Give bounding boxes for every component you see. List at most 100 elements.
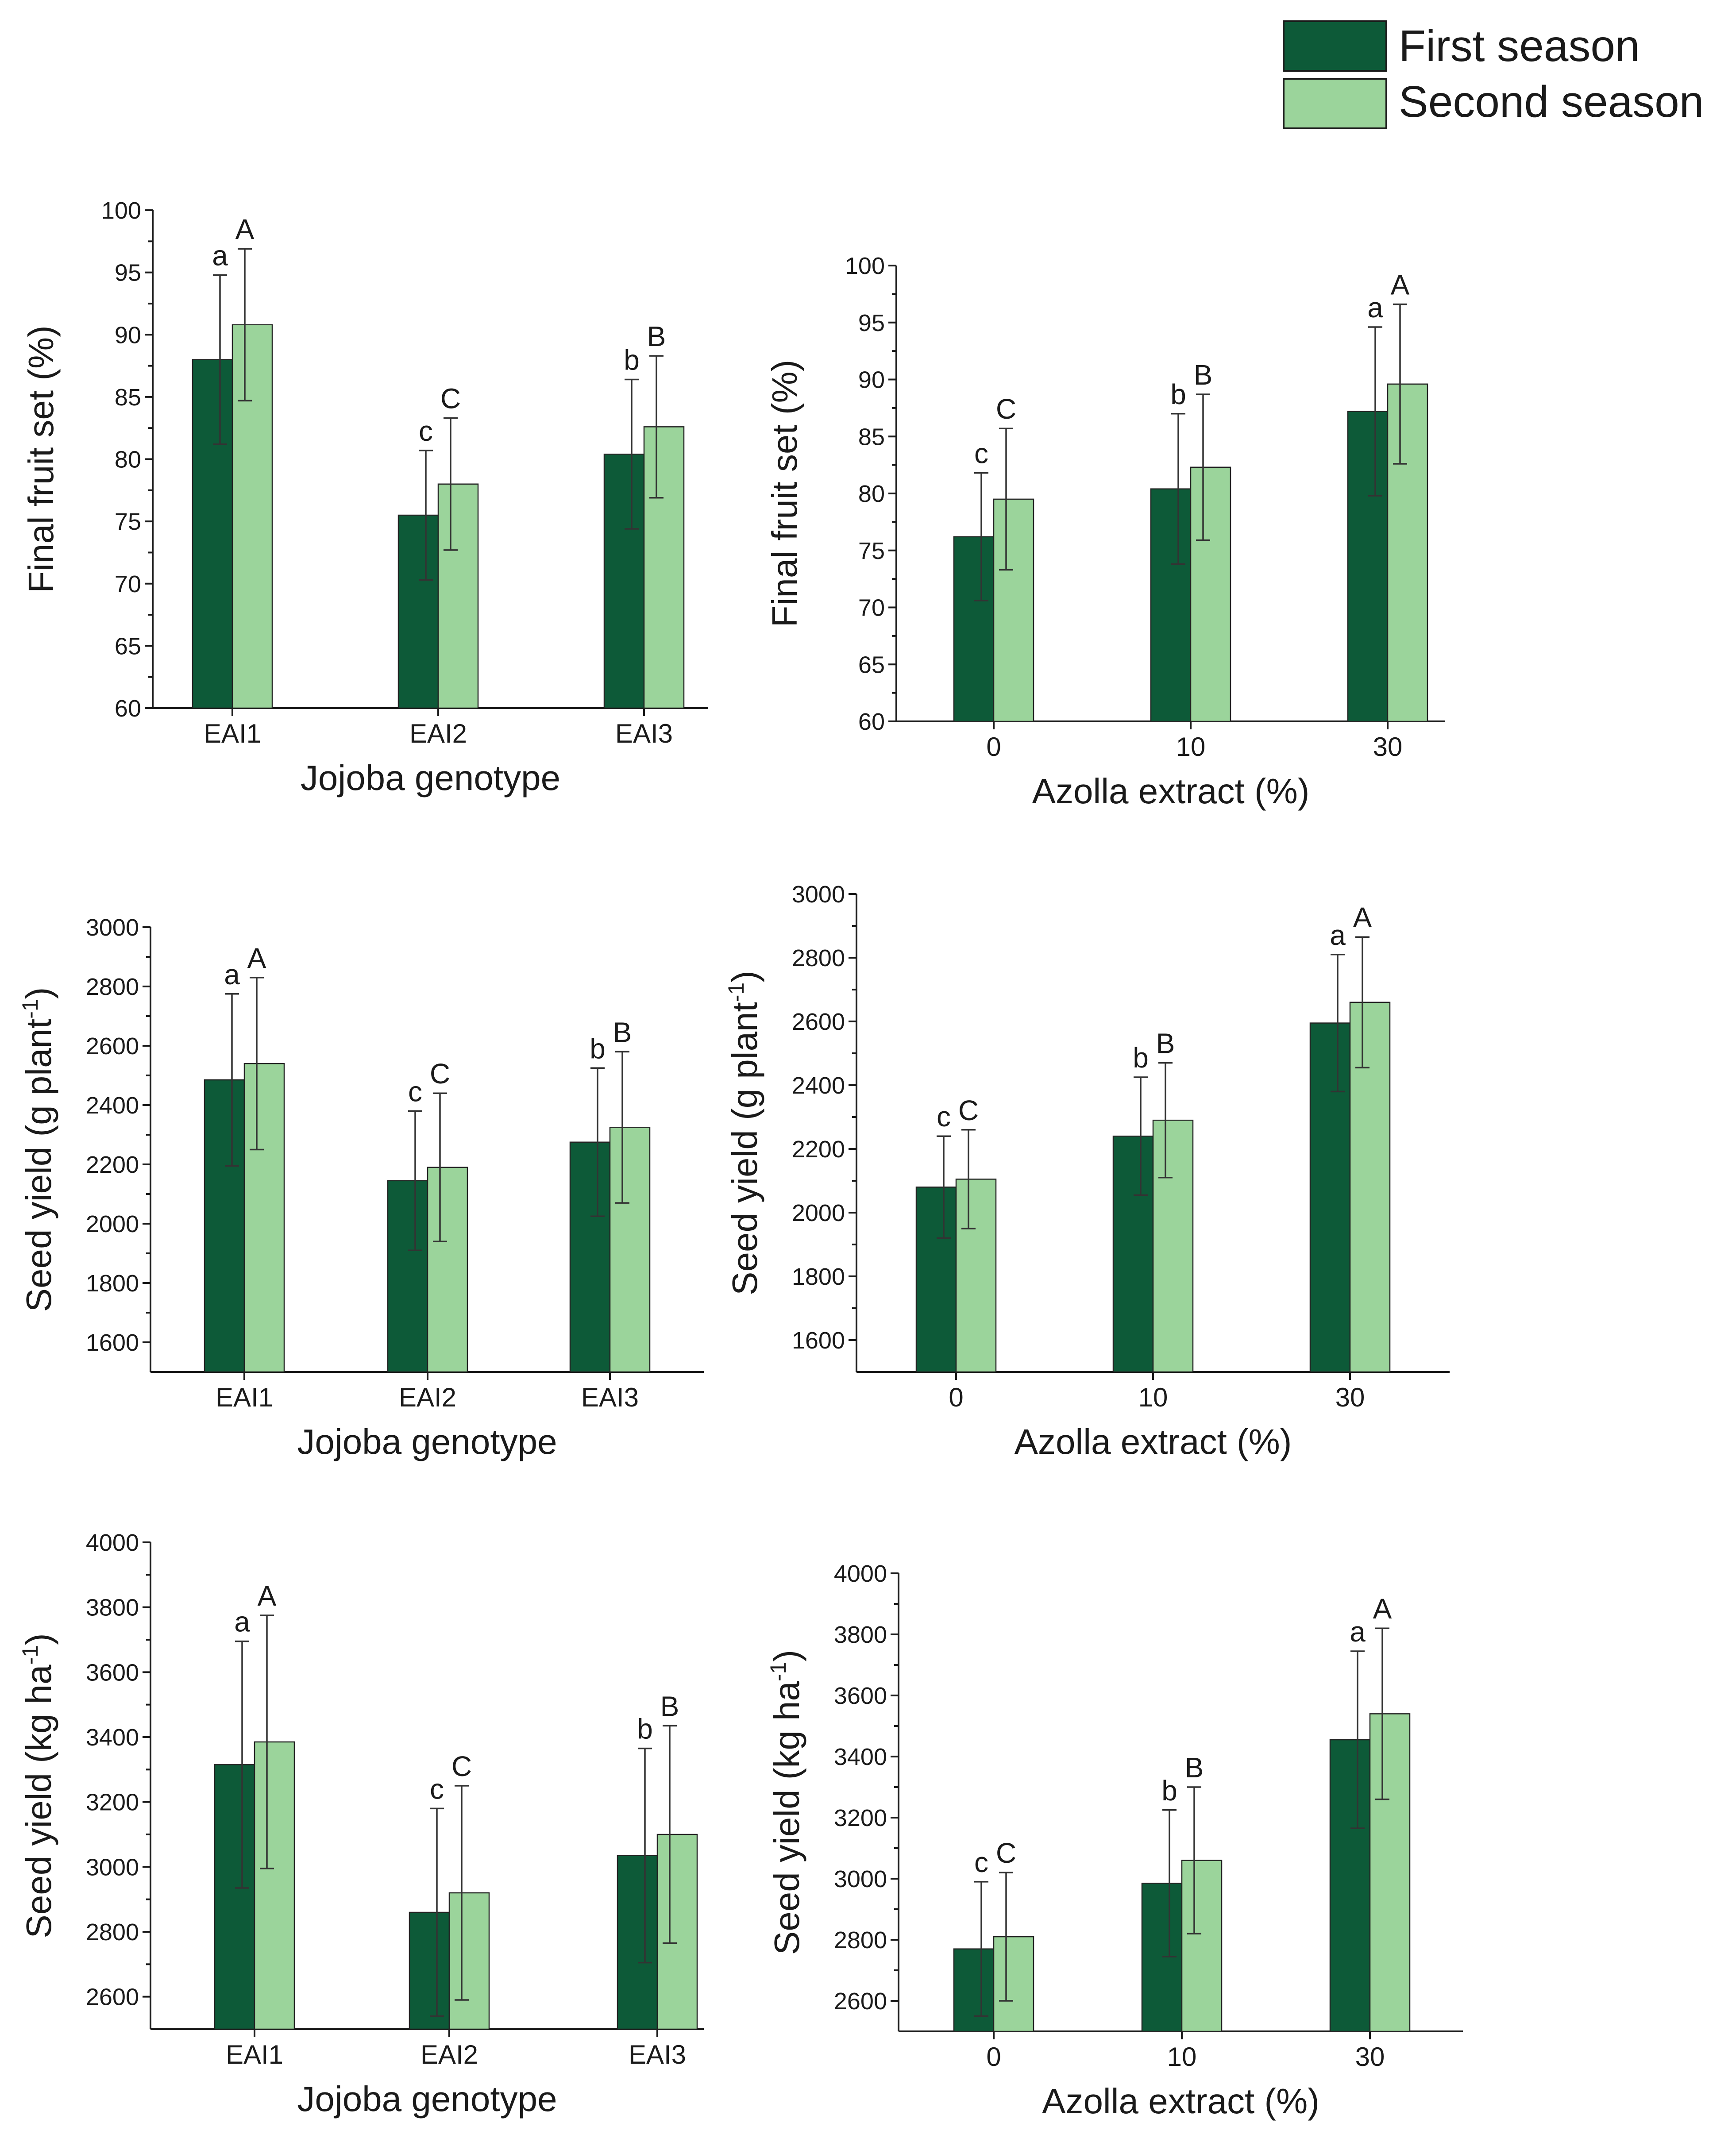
x-tick-label: EAI2 — [420, 2040, 478, 2069]
significance-letter-first-season: b — [637, 1713, 653, 1745]
x-tick-label: 0 — [986, 732, 1001, 762]
significance-letter-second-season: B — [1156, 1028, 1175, 1060]
significance-letter-second-season: B — [613, 1016, 632, 1048]
x-axis-title: Azolla extract (%) — [1015, 1422, 1292, 1461]
significance-letter-first-season: b — [1133, 1042, 1149, 1074]
y-tick-label: 2800 — [86, 1919, 139, 1946]
x-axis-title: Jojoba genotype — [301, 758, 560, 798]
y-tick-label: 85 — [115, 384, 141, 411]
bar-second-season-10 — [1152, 1119, 1194, 1373]
y-tick-label: 60 — [115, 695, 141, 722]
significance-letter-second-season: C — [996, 1837, 1016, 1869]
y-tick-label: 1600 — [792, 1327, 845, 1354]
significance-letter-second-season: C — [440, 383, 461, 415]
y-tick-label: 85 — [858, 424, 885, 450]
y-tick-label: 2600 — [86, 1984, 139, 2011]
bar-first-season-EAI2 — [387, 1180, 428, 1373]
y-tick-label: 3400 — [834, 1744, 887, 1770]
chart-panel-fruitset-genotype: 60 65 70 75 80 85 90 95 100 EAI1 aA EAI2 cC EAI3 bB Joj… — [21, 197, 708, 798]
bar-first-season-0 — [915, 1187, 957, 1373]
bar-second-season-EAI3 — [656, 1834, 698, 2030]
y-tick-label: 80 — [115, 447, 141, 473]
bar-second-season-EAI3 — [609, 1127, 651, 1373]
y-tick-label: 2200 — [86, 1152, 139, 1178]
x-tick-label: EAI2 — [399, 1383, 456, 1412]
y-tick-label: 1800 — [792, 1264, 845, 1290]
x-tick-label: EAI1 — [216, 1383, 273, 1412]
x-tick-label: 30 — [1335, 1383, 1365, 1412]
x-axis-title: Jojoba genotype — [297, 2079, 557, 2119]
x-tick-label: EAI1 — [226, 2040, 283, 2069]
y-tick-label: 70 — [115, 571, 141, 597]
y-axis-title: Seed yield (kg ha-1) — [766, 1650, 806, 1955]
significance-letter-second-season: B — [1194, 359, 1213, 391]
y-tick-label: 4000 — [86, 1530, 139, 1556]
x-axis-title: Azolla extract (%) — [1032, 771, 1310, 811]
legend: First season Second season — [1283, 20, 1704, 129]
significance-letter-first-season: c — [419, 415, 433, 447]
bar-first-season-EAI2 — [409, 1911, 450, 2030]
significance-letter-second-season: B — [660, 1690, 679, 1722]
x-tick-label: 30 — [1373, 732, 1403, 762]
bar-first-season-30 — [1309, 1022, 1351, 1373]
y-axis-title: Seed yield (g plant-1) — [18, 987, 58, 1312]
x-tick-label: EAI1 — [204, 719, 261, 748]
y-tick-label: 95 — [858, 310, 885, 336]
x-tick-label: EAI3 — [629, 2040, 686, 2069]
x-tick-label: 10 — [1176, 732, 1206, 762]
y-tick-label: 1800 — [86, 1270, 139, 1297]
bar-second-season-EAI3 — [643, 426, 685, 709]
x-tick-label: 0 — [949, 1383, 963, 1412]
y-tick-label: 75 — [115, 509, 141, 535]
chart-panel-fruitset-azolla: 60 65 70 75 80 85 90 95 100 0 cC 10 bB 30 aA Azolla ext… — [765, 253, 1445, 811]
y-tick-label: 4000 — [834, 1560, 887, 1587]
significance-letter-second-season: A — [1353, 902, 1372, 933]
y-tick-label: 3600 — [86, 1659, 139, 1686]
bar-first-season-0 — [953, 536, 995, 722]
x-tick-label: 10 — [1138, 1383, 1168, 1412]
bar-first-season-EAI1 — [204, 1079, 245, 1373]
x-tick-label: EAI3 — [581, 1383, 639, 1412]
bar-second-season-EAI2 — [427, 1167, 468, 1373]
x-tick-label: 30 — [1355, 2042, 1385, 2072]
y-tick-label: 3200 — [834, 1805, 887, 1831]
significance-letter-second-season: B — [1185, 1752, 1204, 1784]
significance-letter-second-season: C — [958, 1094, 979, 1126]
bar-first-season-0 — [953, 1948, 995, 2032]
bar-first-season-10 — [1112, 1135, 1154, 1373]
y-tick-label: 100 — [101, 197, 141, 224]
y-tick-label: 1600 — [86, 1329, 139, 1356]
chart-panel-seedyield-plant-genotype: 1600 1800 2000 2200 2400 2600 2800 3000 EAI1 aA EA… — [18, 914, 704, 1461]
bar-second-season-0 — [993, 1936, 1034, 2032]
significance-letter-first-season: b — [1170, 378, 1186, 410]
bar-second-season-0 — [993, 498, 1034, 722]
significance-letter-first-season: c — [408, 1075, 422, 1107]
y-tick-label: 3200 — [86, 1789, 139, 1816]
significance-letter-first-season: a — [1330, 919, 1346, 951]
y-tick-label: 3000 — [834, 1866, 887, 1892]
y-tick-label: 65 — [115, 633, 141, 659]
bar-second-season-0 — [955, 1179, 997, 1373]
bar-second-season-EAI2 — [437, 483, 479, 709]
x-tick-label: EAI3 — [615, 719, 673, 748]
legend-label-first-season: First season — [1399, 21, 1640, 71]
y-axis-title: Seed yield (kg ha-1) — [18, 1633, 58, 1938]
significance-letter-first-season: c — [430, 1773, 444, 1805]
y-tick-label: 2600 — [86, 1033, 139, 1060]
significance-letter-second-season: A — [235, 213, 255, 245]
bar-second-season-30 — [1369, 1713, 1411, 2032]
y-axis-title: Seed yield (g plant-1) — [724, 971, 764, 1295]
y-tick-label: 75 — [858, 538, 885, 564]
legend-swatch-first-season — [1283, 20, 1387, 72]
y-tick-label: 100 — [845, 253, 885, 279]
bar-first-season-10 — [1150, 488, 1192, 722]
bar-first-season-EAI2 — [397, 514, 439, 709]
x-axis-title: Azolla extract (%) — [1042, 2081, 1319, 2121]
bar-second-season-EAI1 — [243, 1063, 285, 1373]
y-tick-label: 3600 — [834, 1683, 887, 1709]
significance-letter-second-season: C — [430, 1058, 450, 1090]
significance-letter-first-season: a — [212, 239, 228, 271]
x-axis-title: Jojoba genotype — [297, 1422, 557, 1461]
y-axis-title: Final fruit set (%) — [765, 360, 804, 628]
significance-letter-first-season: a — [1367, 292, 1383, 324]
